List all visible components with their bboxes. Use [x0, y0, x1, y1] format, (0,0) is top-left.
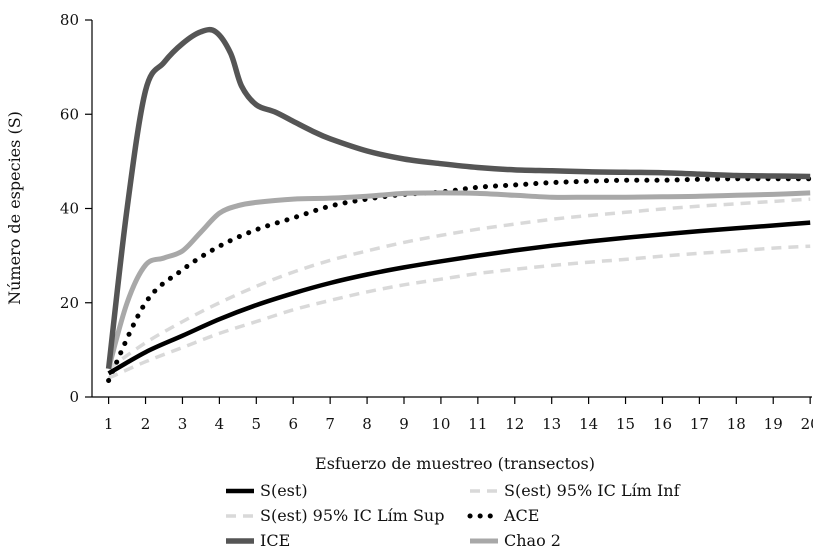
- x-tick-label: 11: [468, 415, 487, 433]
- axes: 0204060801234567891011121314151617181920: [60, 11, 813, 433]
- series-line-1: [107, 244, 811, 380]
- x-tick-label: 8: [362, 415, 372, 433]
- legend-label: S(est) 95% IC Lím Sup: [260, 506, 444, 525]
- x-tick-label: 12: [505, 415, 524, 433]
- series-line-0: [107, 220, 811, 376]
- y-tick-label: 20: [60, 294, 79, 312]
- x-tick-label: 19: [764, 415, 783, 433]
- series-line-3: [106, 176, 813, 383]
- x-axis-title: Esfuerzo de muestreo (transectos): [315, 454, 595, 473]
- x-tick-label: 9: [399, 415, 409, 433]
- y-tick-label: 60: [60, 105, 79, 123]
- legend-label: S(est): [260, 481, 308, 500]
- y-axis-title: Número de especies (S): [5, 111, 24, 305]
- x-tick-label: 1: [104, 415, 114, 433]
- y-tick-label: 40: [60, 200, 79, 218]
- plot-lines: [105, 26, 813, 383]
- x-tick-label: 10: [431, 415, 450, 433]
- x-tick-label: 2: [141, 415, 151, 433]
- x-tick-label: 14: [579, 415, 598, 433]
- series-line-4: [105, 26, 811, 370]
- x-tick-label: 18: [727, 415, 746, 433]
- x-tick-label: 3: [178, 415, 188, 433]
- y-tick-label: 0: [69, 388, 79, 406]
- legend: S(est) S(est) 95% IC Lím Inf S(est) 95% IC…: [226, 481, 681, 550]
- x-tick-label: 20: [801, 415, 813, 433]
- x-tick-label: 13: [542, 415, 561, 433]
- legend-label: ICE: [260, 531, 290, 550]
- x-tick-label: 4: [215, 415, 225, 433]
- x-tick-label: 5: [252, 415, 262, 433]
- legend-label: Chao 2: [504, 531, 561, 550]
- x-tick-label: 7: [325, 415, 335, 433]
- x-tick-label: 16: [653, 415, 672, 433]
- y-tick-label: 80: [60, 11, 79, 29]
- legend-label: S(est) 95% IC Lím Inf: [504, 481, 681, 500]
- x-tick-label: 6: [288, 415, 298, 433]
- series-line-2: [107, 197, 811, 371]
- x-tick-label: 15: [616, 415, 635, 433]
- legend-label: ACE: [503, 506, 539, 525]
- series-line-5: [106, 190, 811, 370]
- x-tick-label: 17: [690, 415, 709, 433]
